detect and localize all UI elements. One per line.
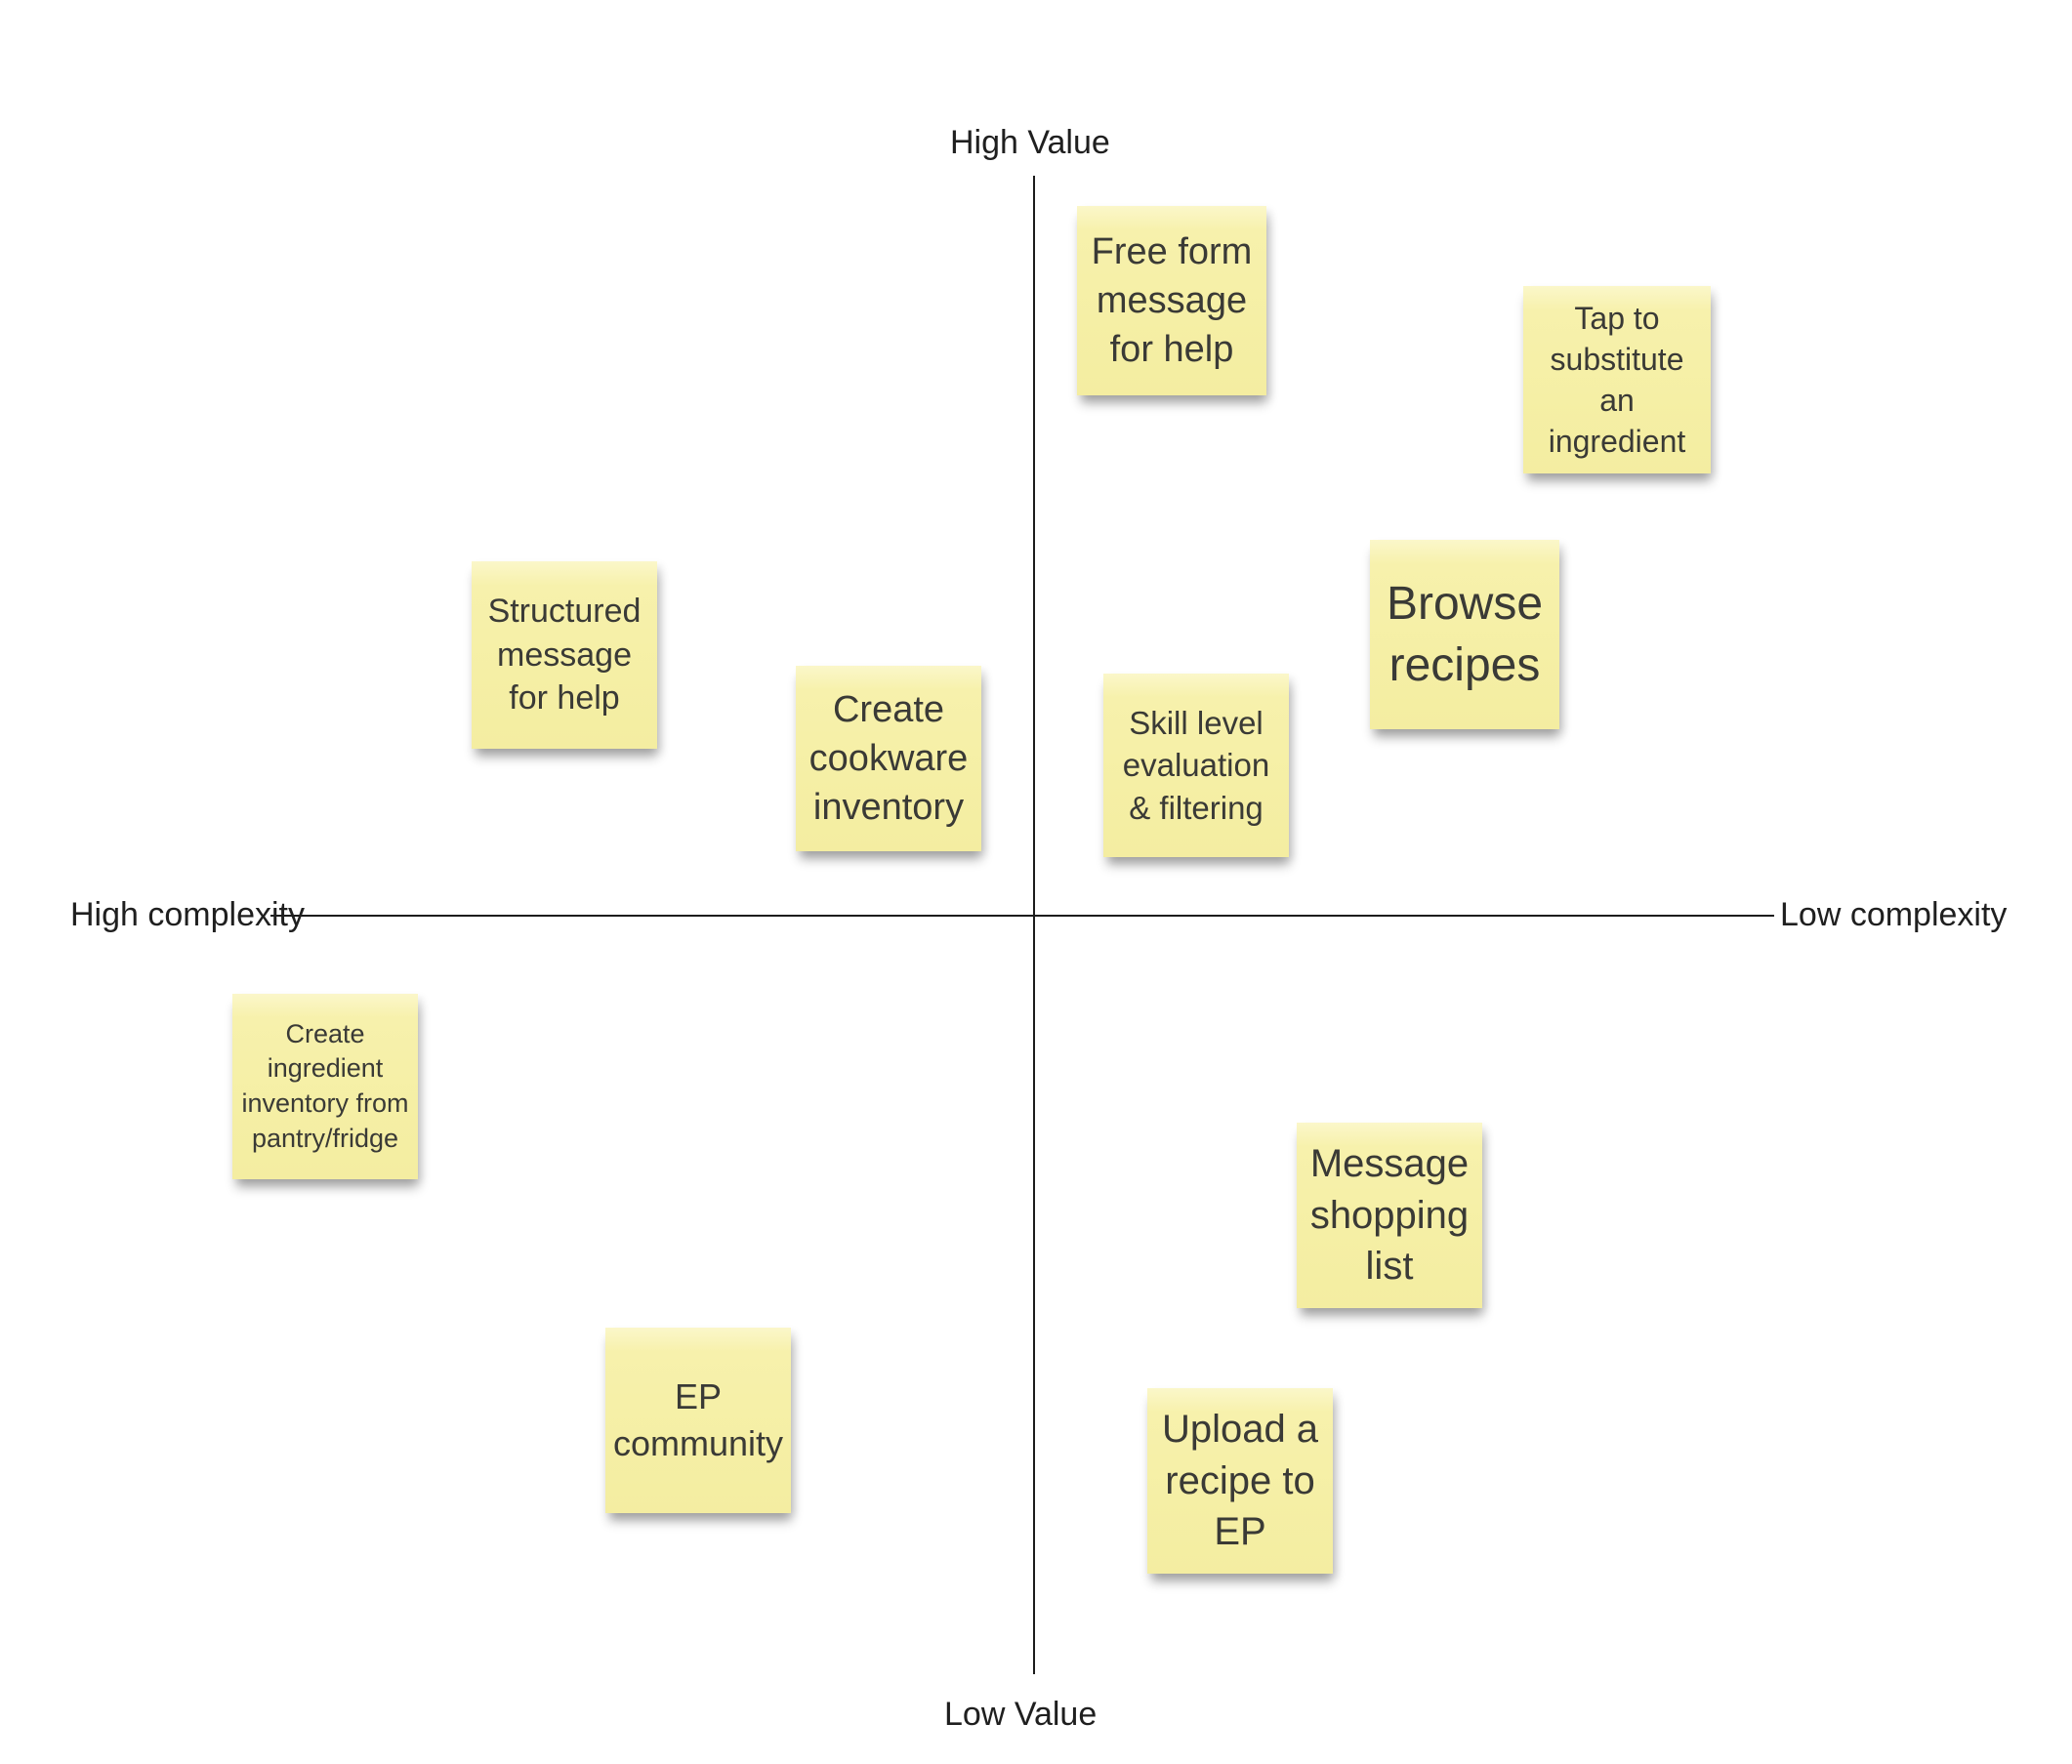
sticky-note-structured-message[interactable]: Structured message for help [472,561,657,749]
sticky-note-ep-community[interactable]: EP community [605,1328,791,1513]
axis-label-high-value: High Value [950,124,1110,161]
axis-label-low-value: Low Value [944,1696,1098,1733]
complexity-axis-line [270,915,1774,917]
sticky-note-skill-level[interactable]: Skill level evaluation & filtering [1103,674,1289,857]
sticky-note-tap-substitute[interactable]: Tap to substitute an ingredient [1523,286,1711,473]
sticky-note-upload-recipe[interactable]: Upload a recipe to EP [1147,1388,1333,1574]
sticky-note-free-form-message[interactable]: Free form message for help [1077,206,1266,395]
axis-label-high-complexity: High complexity [70,896,305,933]
value-axis-line [1033,176,1035,1674]
sticky-note-browse-recipes[interactable]: Browse recipes [1370,540,1559,729]
sticky-note-message-shopping-list[interactable]: Message shopping list [1297,1123,1482,1308]
sticky-note-ingredient-inventory[interactable]: Create ingredient inventory from pantry/… [232,994,418,1179]
sticky-note-create-cookware[interactable]: Create cookware inventory [796,666,981,851]
axis-label-low-complexity: Low complexity [1780,896,2008,933]
